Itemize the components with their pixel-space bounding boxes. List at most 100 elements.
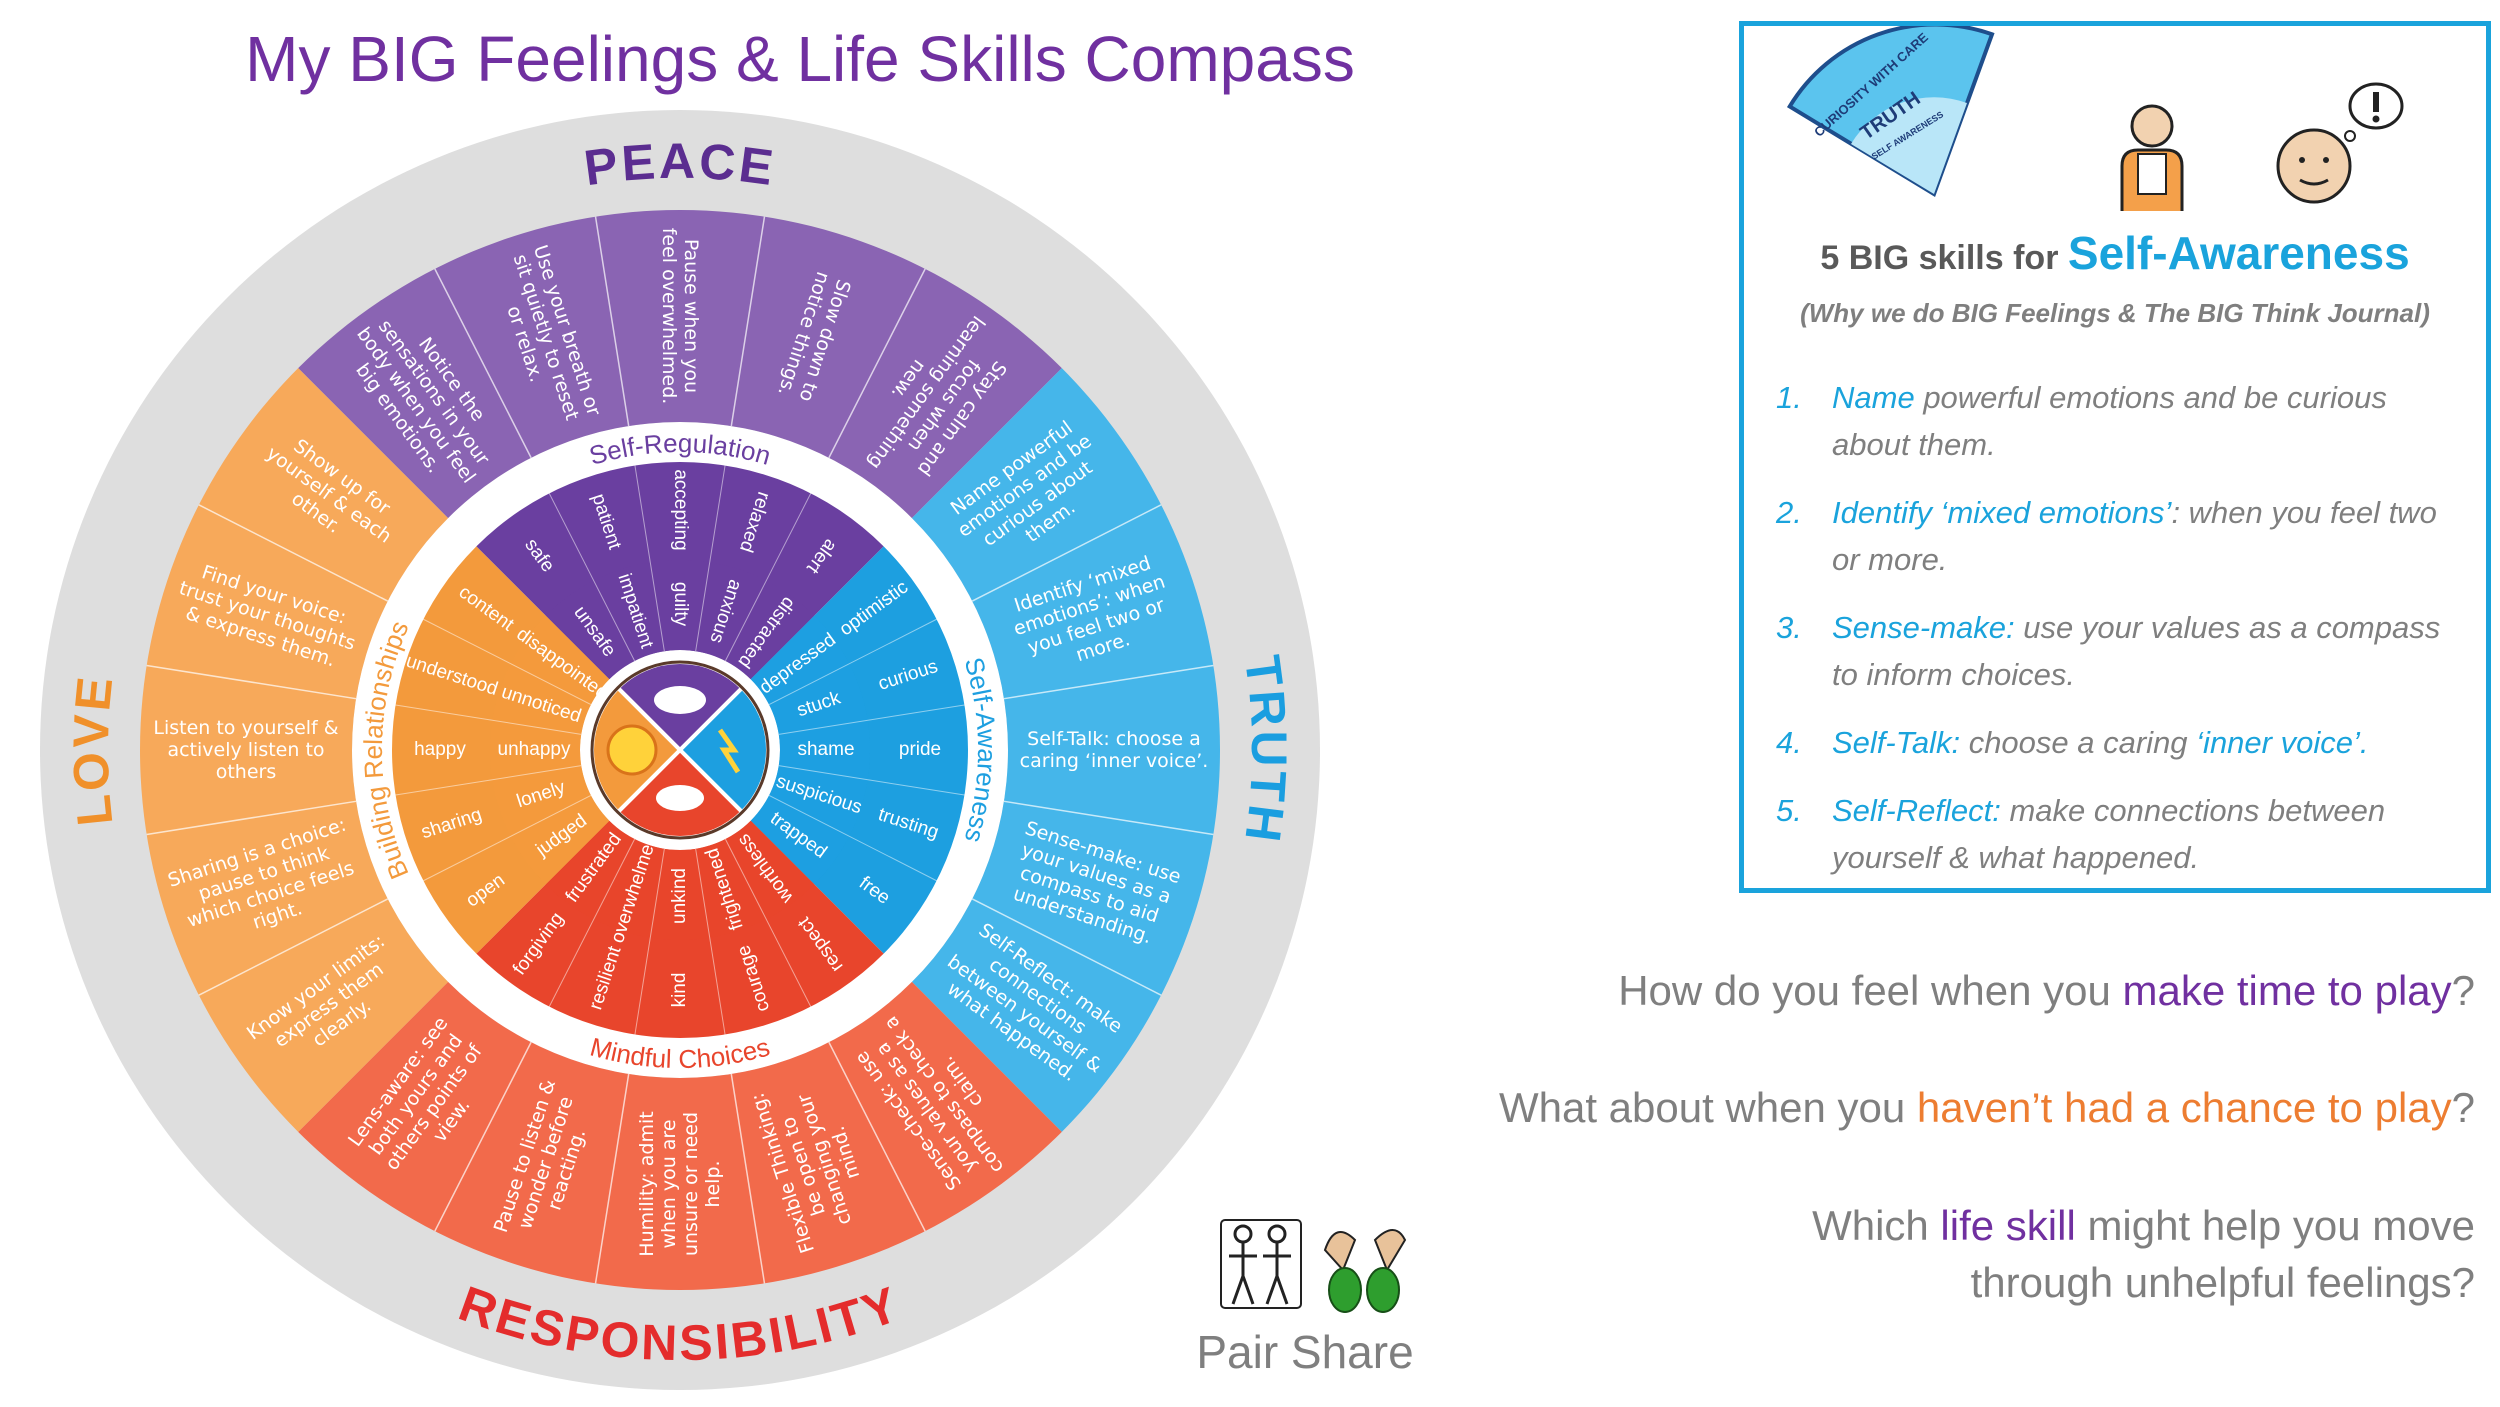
question: How do you feel when you make time to pl… [1375, 962, 2475, 1019]
question-text: haven’t had a chance to play [1916, 1084, 2452, 1131]
item-text: Self-Talk: [1832, 725, 1961, 760]
skill-text: Listen to yourself & actively listen to … [153, 717, 339, 783]
question-text: make time to play [2122, 967, 2452, 1014]
item-text: Sense-make: [1832, 610, 2015, 645]
compass-point: TRUTH [1234, 652, 1297, 847]
item-number: 4. [1776, 725, 1802, 760]
question-text: What about when you [1498, 1084, 1917, 1131]
wedge-divider [146, 664, 357, 700]
feeling-divider [423, 618, 592, 706]
compass-point-path: TRUTH [1234, 652, 1294, 847]
skill-text: Self-Talk: choose a caring ‘inner voice’… [1019, 728, 1209, 772]
item-text: use your values as a compass to inform c… [1832, 610, 2441, 692]
feeling-word: happy [414, 739, 466, 760]
pair-share-icon [1220, 1219, 1407, 1313]
wedge-divider [828, 268, 926, 459]
skill-item: 3. Sense-make: use your values as a compa… [1744, 604, 2462, 698]
item-text: powerful emotions and be curious about t… [1832, 380, 2387, 462]
wedge-divider [198, 898, 389, 996]
item-text: Identify ‘mixed emotions’ [1832, 495, 2172, 530]
feeling-word: unkind [669, 868, 690, 924]
skill-item: 2. Identify ‘mixed emotions’: when you fe… [1744, 489, 2462, 583]
sector-outer [298, 981, 1062, 1290]
feeling-divider [724, 493, 812, 662]
wedge-divider [146, 800, 357, 836]
wedge-divider [730, 1073, 766, 1284]
panel-icons: CURIOSITY WITH CARE TRUTH SELF AWARENESS [1786, 26, 2404, 211]
skill-text: Humility: admit when you are unsure or n… [636, 1111, 724, 1257]
emblem-rim [584, 654, 776, 846]
item-number: 5. [1776, 793, 1802, 828]
wedge-divider [594, 1073, 630, 1284]
feeling-word: shame [797, 739, 854, 760]
question-text: life skill [1940, 1202, 2076, 1249]
sector-inner-ring [750, 615, 870, 885]
page-title: My BIG Feelings & Life Skills Compass [245, 23, 1355, 95]
skill-item: 5. Self-Reflect: make connections between… [1744, 787, 2462, 881]
item-text: Name [1832, 380, 1915, 415]
skill-wedge: Listen to yourself & actively listen to … [153, 717, 339, 783]
item-number: 2. [1776, 495, 1802, 530]
sector-inner-ring [545, 820, 815, 940]
item-number: 1. [1776, 380, 1802, 415]
wedge-divider [434, 268, 532, 459]
wedge-divider [1003, 664, 1214, 700]
feeling-divider [695, 848, 726, 1035]
compass-point-path: LOVE [63, 672, 121, 829]
skill-text: Pause when you feel overwhelmed. [658, 227, 702, 405]
item-text: Self-Reflect: [1832, 793, 2001, 828]
sector-outer [298, 210, 1062, 519]
emblem-border [590, 660, 770, 840]
feeling-divider [634, 465, 665, 652]
question-text: might help you move through unhelpful fe… [1970, 1202, 2475, 1306]
heading-lead: 5 BIG skills for [1820, 239, 2059, 277]
wedge-divider [434, 1041, 532, 1232]
wedge-divider [971, 504, 1162, 602]
skill-box: Listen to yourself & actively listen to … [153, 717, 339, 783]
emblem-cloud [654, 686, 706, 714]
skills-panel: CURIOSITY WITH CARE TRUTH SELF AWARENESS… [1739, 21, 2491, 893]
pair-share-label: Pair Share [1196, 1326, 1414, 1378]
feeling-word: pride [899, 739, 941, 760]
skill-wedge: Pause when you feel overwhelmed. [658, 227, 702, 405]
feeling-divider [768, 794, 937, 882]
skill-wedge: Humility: admit when you are unsure or n… [636, 1111, 724, 1257]
skill-wedge: Self-Talk: choose a caring ‘inner voice’… [1019, 728, 1209, 772]
feeling-word: kind [669, 973, 690, 1008]
item-text: make connections between yourself & what… [1832, 793, 2386, 875]
panel-subtitle: (Why we do BIG Feelings & The BIG Think … [1800, 298, 2430, 328]
feeling-divider [695, 465, 726, 652]
panel-heading: 5 BIG skills for Self-Awareness [1744, 226, 2486, 280]
feeling-divider [724, 838, 812, 1007]
skill-box: Humility: admit when you are unsure or n… [636, 1111, 724, 1257]
emblem-sun [606, 724, 658, 776]
wedge-divider [594, 216, 630, 427]
person-icon [2120, 104, 2184, 211]
wedge-divider [730, 216, 766, 427]
sector-inner-ring [545, 560, 815, 680]
question-text: ? [2451, 1084, 2475, 1131]
question-text: Which [1812, 1202, 1941, 1249]
feeling-divider [548, 493, 636, 662]
feeling-divider [778, 765, 965, 796]
compass-point: LOVE [63, 672, 124, 829]
feeling-divider [634, 848, 665, 1035]
item-text: ‘inner voice’. [2196, 725, 2369, 760]
heading-focus: Self-Awareness [2067, 227, 2410, 279]
badge-inner [1851, 97, 1967, 194]
feeling-divider [395, 765, 582, 796]
skill-item: 1. Name powerful emotions and be curious … [1744, 374, 2462, 468]
feeling-word: unhappy [498, 739, 571, 760]
feeling-divider [395, 704, 582, 735]
item-number: 3. [1776, 610, 1802, 645]
wedge-divider [198, 504, 389, 602]
emblem-bolt [717, 728, 741, 774]
skill-item: 4. Self-Talk: choose a caring ‘inner voic… [1744, 719, 2462, 766]
compass-point-path: PEACE [581, 133, 776, 196]
wedge-divider [828, 1041, 926, 1232]
feeling-divider [778, 704, 965, 735]
question: Which life skill might help you move thr… [1755, 1197, 2475, 1311]
feeling-word: guilty [670, 582, 691, 627]
